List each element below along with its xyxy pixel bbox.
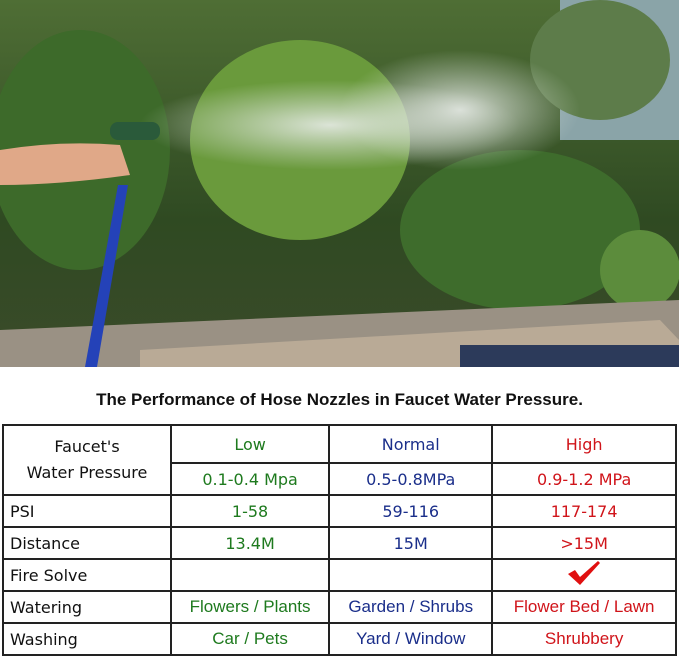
high-level: High [491, 424, 677, 464]
fire-solve-label: Fire Solve [2, 558, 172, 592]
table-row-psi: PSI 1-58 59-116 117-174 [2, 494, 677, 528]
faucet-pressure-label: Faucet's Water Pressure [2, 424, 172, 496]
normal-fire-solve [328, 558, 494, 592]
table-title: The Performance of Hose Nozzles in Fauce… [96, 390, 583, 409]
garden-hose-spray-photo [0, 0, 679, 367]
low-watering: Flowers / Plants [169, 590, 331, 624]
table-row-distance: Distance 13.4M 15M >15M [2, 526, 677, 560]
high-watering: Flower Bed / Lawn [491, 590, 677, 624]
normal-watering: Garden / Shrubs [328, 590, 494, 624]
table-row-fire-solve: Fire Solve [2, 558, 677, 592]
distance-label: Distance [2, 526, 172, 560]
psi-label: PSI [2, 494, 172, 528]
high-fire-solve [491, 558, 677, 592]
low-washing: Car / Pets [169, 622, 331, 656]
normal-mpa: 0.5-0.8MPa [328, 462, 494, 496]
table-row-watering: Watering Flowers / Plants Garden / Shrub… [2, 590, 677, 624]
normal-psi: 59-116 [328, 494, 494, 528]
high-distance: >15M [491, 526, 677, 560]
table-row-mpa: 0.1-0.4 Mpa 0.5-0.8MPa 0.9-1.2 MPa [3, 462, 677, 496]
watering-label: Watering [2, 590, 172, 624]
normal-distance: 15M [328, 526, 494, 560]
high-washing: Shrubbery [491, 622, 677, 656]
high-psi: 117-174 [491, 494, 677, 528]
low-fire-solve [169, 558, 331, 592]
low-level: Low [169, 424, 331, 464]
normal-level: Normal [328, 424, 494, 464]
normal-washing: Yard / Window [328, 622, 494, 656]
performance-table: Faucet's Water Pressure Low Normal High … [2, 424, 677, 656]
table-row-level: Faucet's Water Pressure Low Normal High [2, 424, 677, 496]
check-icon [568, 561, 601, 585]
washing-label: Washing [2, 622, 172, 656]
high-mpa: 0.9-1.2 MPa [491, 462, 677, 496]
low-distance: 13.4M [169, 526, 331, 560]
low-mpa: 0.1-0.4 Mpa [169, 462, 331, 496]
table-row-washing: Washing Car / Pets Yard / Window Shrubbe… [2, 622, 677, 656]
low-psi: 1-58 [169, 494, 331, 528]
